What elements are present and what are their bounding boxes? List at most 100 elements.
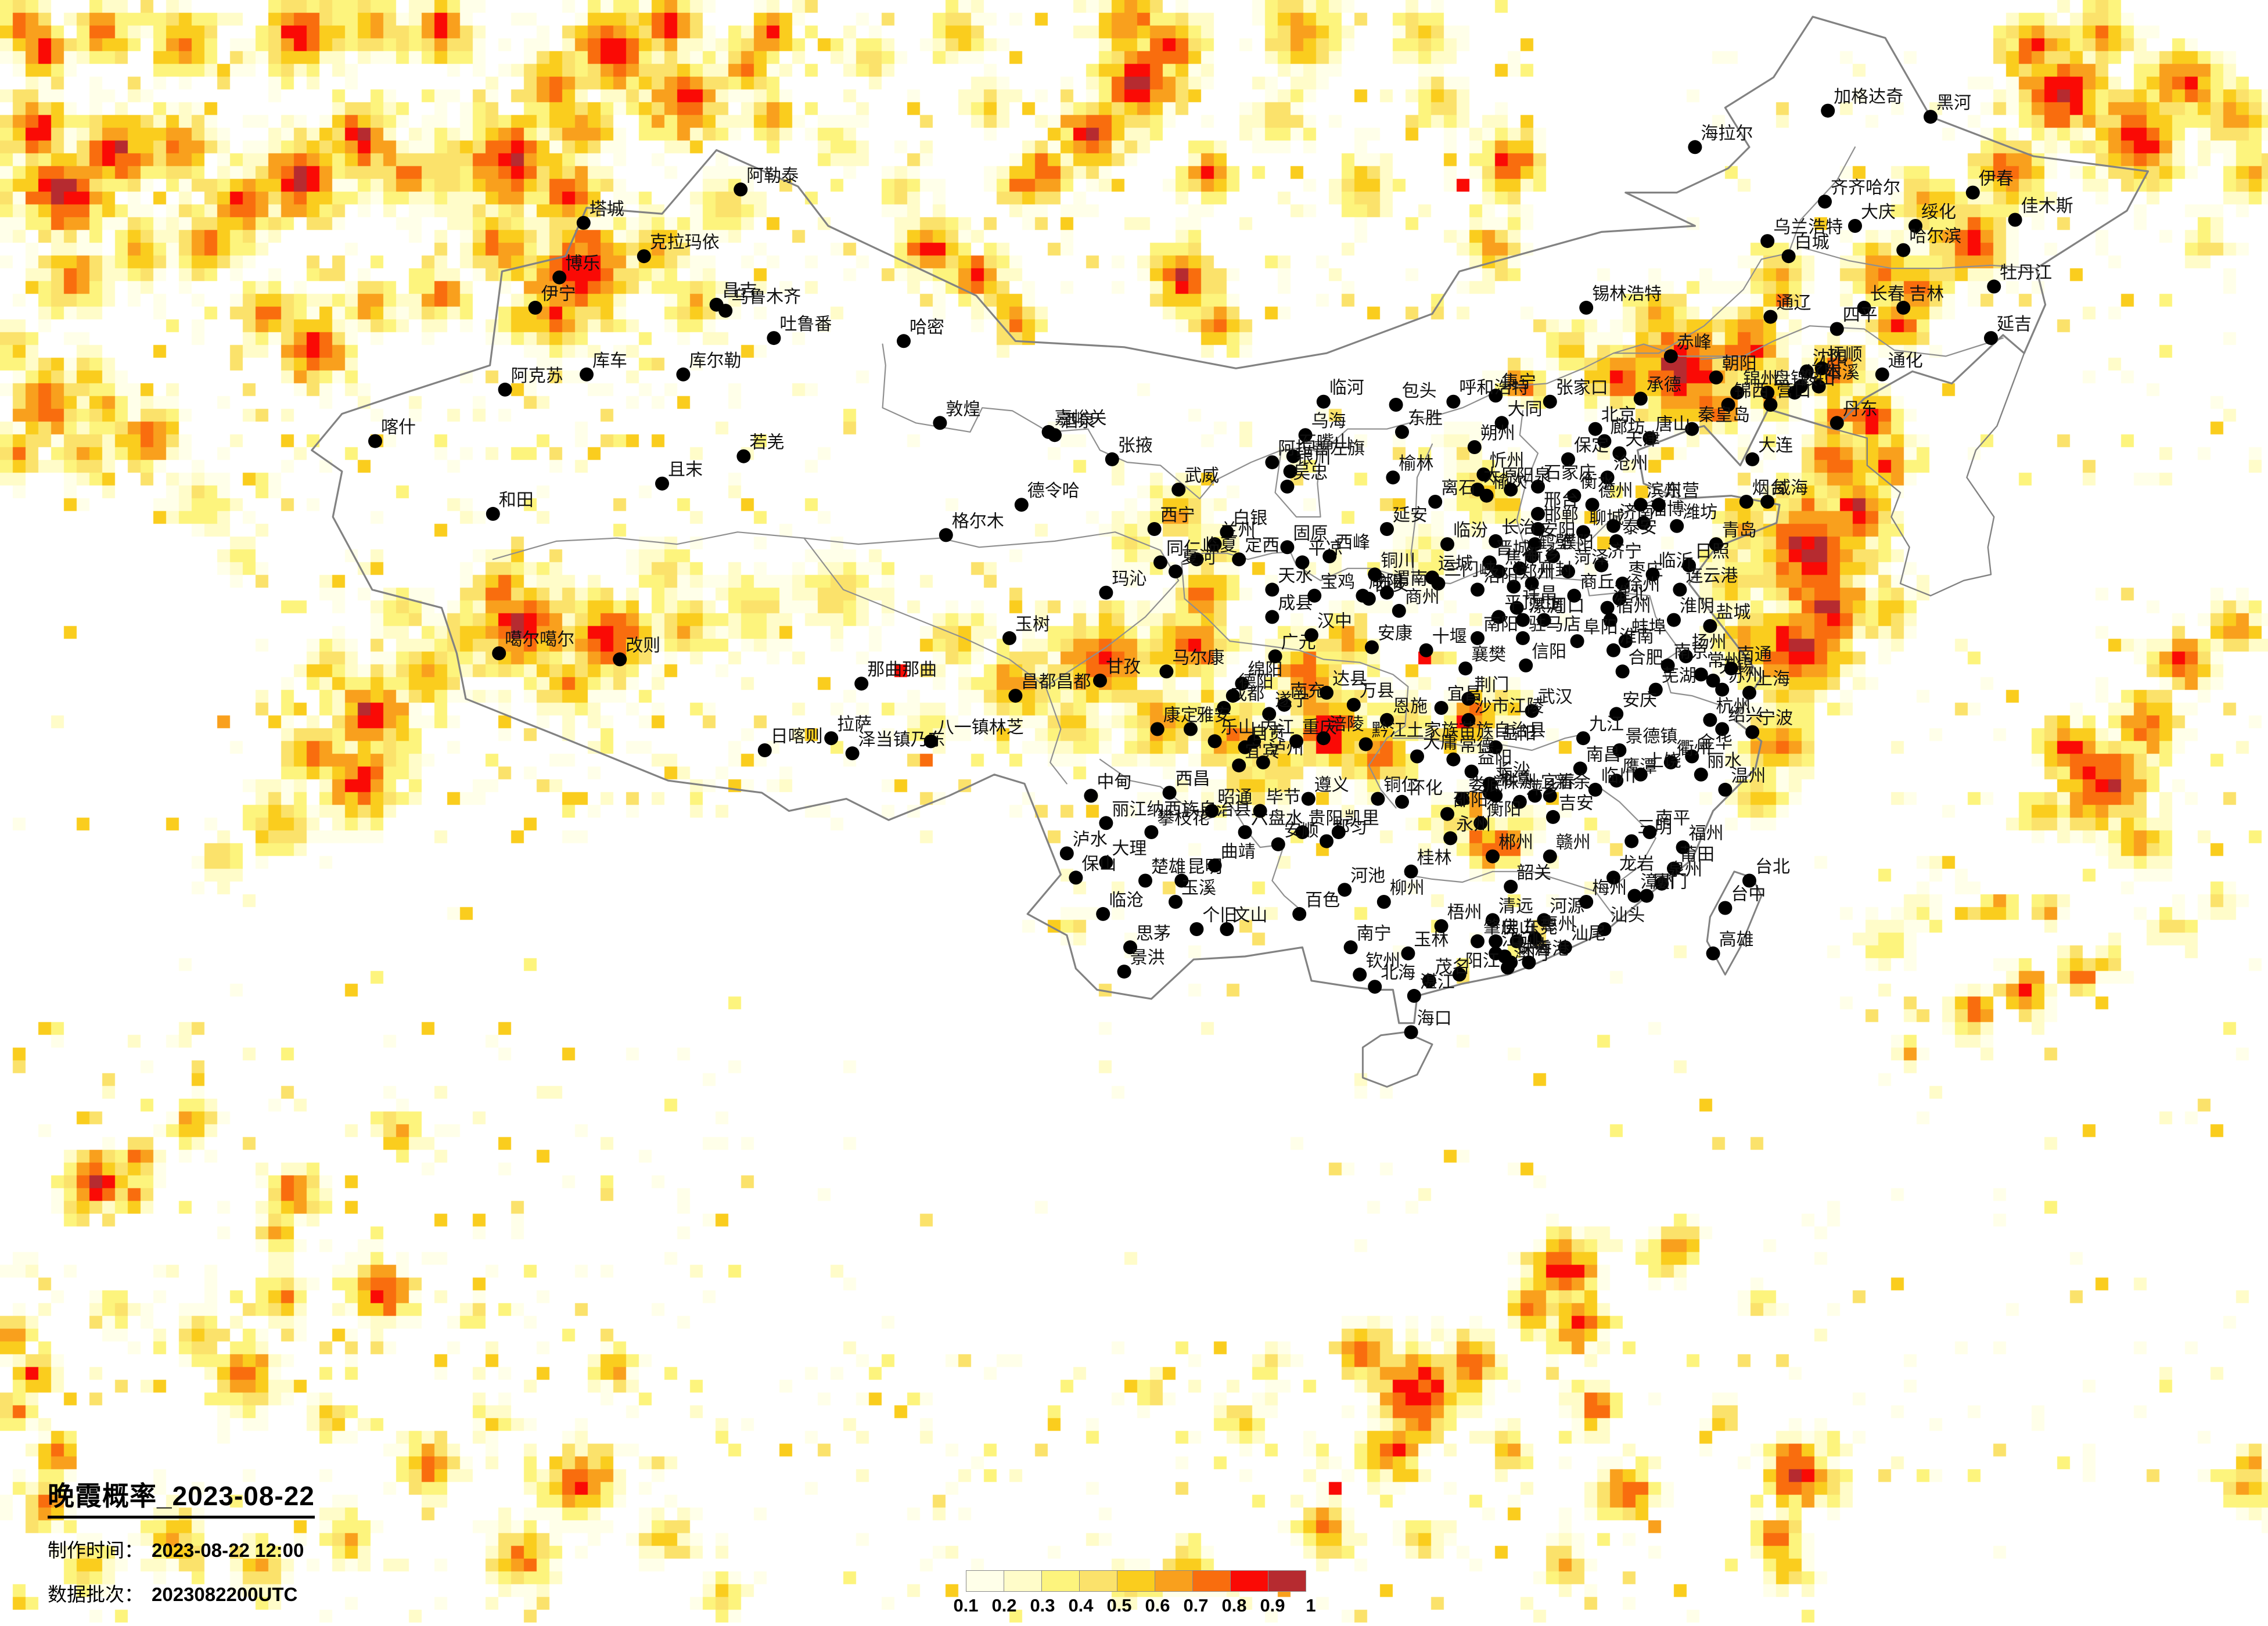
city-dot bbox=[1670, 519, 1684, 533]
city-dot bbox=[1455, 792, 1469, 806]
city-label: 南通 bbox=[1737, 645, 1772, 664]
city-label: 高雄 bbox=[1719, 930, 1754, 949]
city-label: 江门 bbox=[1501, 930, 1536, 949]
city-dot bbox=[1730, 386, 1745, 400]
city-dot bbox=[1476, 467, 1491, 481]
city-dot bbox=[1984, 331, 1998, 346]
city-label: 涪陵 bbox=[1329, 715, 1364, 734]
city-dot bbox=[1504, 879, 1518, 894]
city-dot bbox=[1446, 752, 1461, 767]
city-label: 晋城 bbox=[1496, 539, 1530, 558]
made-time-label: 制作时间： bbox=[48, 1539, 143, 1561]
city-dot bbox=[1597, 434, 1612, 448]
city-label: 吴忠 bbox=[1293, 463, 1328, 483]
city-dot bbox=[1041, 425, 1056, 439]
city-label: 廊坊 bbox=[1610, 418, 1645, 437]
city-label: 营口 bbox=[1776, 382, 1811, 401]
city-label: 伊春 bbox=[1979, 170, 2014, 189]
city-dot bbox=[1117, 965, 1131, 979]
city-dot bbox=[1207, 858, 1222, 873]
legend-tick-label: 0.1 bbox=[953, 1595, 979, 1616]
city-label: 凯里 bbox=[1345, 809, 1379, 828]
city-label: 本溪 bbox=[1825, 364, 1860, 383]
city-label: 韶关 bbox=[1516, 864, 1551, 883]
city-dot bbox=[734, 182, 748, 197]
city-label: 大理 bbox=[1112, 839, 1146, 858]
city-dot bbox=[1368, 567, 1382, 582]
city-label: 怀化 bbox=[1408, 779, 1443, 798]
city-label: 莆田 bbox=[1680, 846, 1715, 865]
city-label: 铜川 bbox=[1381, 551, 1415, 570]
city-label: 阜阳 bbox=[1583, 618, 1618, 637]
city-dot bbox=[1715, 682, 1730, 697]
city-dot bbox=[1169, 895, 1182, 909]
city-label: 德令哈 bbox=[1027, 481, 1080, 501]
city-label: 内江 bbox=[1260, 718, 1295, 737]
city-dot bbox=[709, 297, 724, 312]
legend-color-swatch bbox=[1230, 1570, 1268, 1592]
city-dot bbox=[1410, 749, 1424, 764]
city-dot bbox=[1567, 588, 1582, 603]
city-dot bbox=[1280, 479, 1295, 494]
city-dot bbox=[1358, 737, 1373, 751]
city-dot bbox=[1606, 519, 1620, 533]
city-label: 宜春 bbox=[1541, 772, 1576, 792]
city-dot bbox=[1059, 846, 1074, 861]
province-border-line bbox=[1404, 870, 1494, 883]
city-label: 三门峡 bbox=[1444, 560, 1496, 580]
city-label: 威海 bbox=[1773, 479, 1808, 498]
city-label: 天水 bbox=[1278, 566, 1313, 585]
city-dot bbox=[1527, 931, 1542, 945]
city-dot bbox=[1543, 849, 1557, 864]
city-dot bbox=[1682, 558, 1696, 573]
city-label: 汕尾 bbox=[1571, 924, 1606, 943]
city-dot bbox=[1286, 449, 1300, 463]
city-label: 大连 bbox=[1758, 436, 1793, 455]
city-dot bbox=[1558, 940, 1572, 955]
city-label: 离石 bbox=[1441, 479, 1476, 498]
city-dot bbox=[1320, 685, 1334, 700]
city-label: 嘉峪关 bbox=[1055, 409, 1107, 428]
city-label: 安阳 bbox=[1541, 521, 1576, 540]
city-dot bbox=[1431, 576, 1446, 591]
city-dot bbox=[1482, 555, 1497, 570]
city-label: 丹东 bbox=[1843, 400, 1878, 419]
legend-tick-label: 0.4 bbox=[1068, 1595, 1094, 1616]
city-label: 湘潭 bbox=[1496, 769, 1530, 789]
city-dot bbox=[1153, 555, 1167, 570]
city-dot bbox=[1742, 685, 1756, 700]
city-dot bbox=[1512, 561, 1527, 575]
city-label: 武汉 bbox=[1538, 688, 1573, 707]
city-label: 克拉玛依 bbox=[650, 233, 720, 252]
city-dot bbox=[1452, 967, 1467, 982]
city-label: 泉州 bbox=[1667, 861, 1702, 880]
city-label: 酒泉 bbox=[1061, 412, 1095, 431]
city-dot bbox=[1419, 643, 1433, 657]
city-dot bbox=[1298, 428, 1313, 443]
legend-tick-label: 0.6 bbox=[1145, 1595, 1170, 1616]
city-dot bbox=[1597, 922, 1612, 936]
city-dot bbox=[1718, 782, 1733, 797]
city-dot bbox=[1368, 980, 1382, 994]
city-dot bbox=[1467, 440, 1482, 454]
city-label: 肇庆 bbox=[1483, 918, 1518, 937]
city-dot bbox=[1694, 767, 1708, 782]
city-dot bbox=[498, 382, 512, 397]
city-label: 塔城 bbox=[590, 200, 624, 219]
city-label: 平顶山 bbox=[1504, 593, 1557, 613]
city-dot bbox=[1507, 580, 1521, 594]
city-label: 开封 bbox=[1538, 560, 1573, 580]
city-dot bbox=[1331, 825, 1346, 839]
city-label: 大同 bbox=[1508, 400, 1543, 419]
city-label: 梧州 bbox=[1447, 903, 1482, 922]
city-label: 洛阳 bbox=[1483, 566, 1518, 585]
china-national-border bbox=[311, 16, 2149, 1024]
city-label: 锦州 bbox=[1743, 369, 1778, 388]
city-dot bbox=[1688, 140, 1702, 154]
city-dot bbox=[2008, 213, 2022, 227]
city-dot bbox=[1343, 940, 1358, 955]
city-label: 扬州 bbox=[1692, 633, 1727, 652]
city-dot bbox=[1642, 431, 1657, 445]
hainan-island-outline bbox=[1361, 1031, 1433, 1088]
legend-color-swatch bbox=[966, 1570, 1004, 1592]
